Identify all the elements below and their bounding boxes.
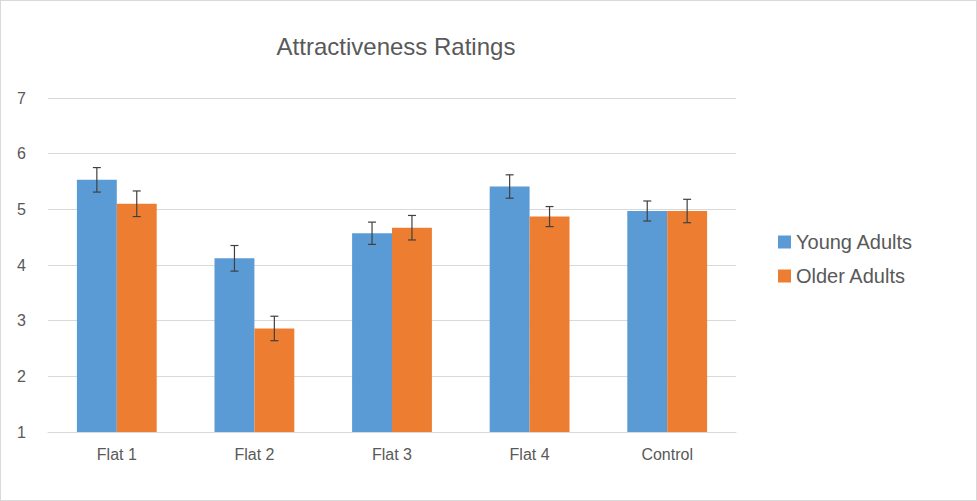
svg-text:2: 2 (17, 368, 26, 385)
svg-text:3: 3 (17, 312, 26, 329)
svg-text:Control: Control (641, 446, 693, 463)
svg-text:1: 1 (17, 424, 26, 441)
svg-text:Older Adults: Older Adults (796, 265, 905, 287)
svg-text:Young Adults: Young Adults (796, 231, 912, 253)
svg-text:4: 4 (17, 257, 26, 274)
svg-text:Flat 3: Flat 3 (372, 446, 412, 463)
svg-text:7: 7 (17, 90, 26, 107)
svg-text:6: 6 (17, 145, 26, 162)
svg-text:Flat 1: Flat 1 (97, 446, 137, 463)
svg-text:Flat 2: Flat 2 (234, 446, 274, 463)
svg-text:5: 5 (17, 201, 26, 218)
svg-text:Attractiveness Ratings: Attractiveness Ratings (277, 33, 516, 60)
svg-text:Flat 4: Flat 4 (510, 446, 550, 463)
